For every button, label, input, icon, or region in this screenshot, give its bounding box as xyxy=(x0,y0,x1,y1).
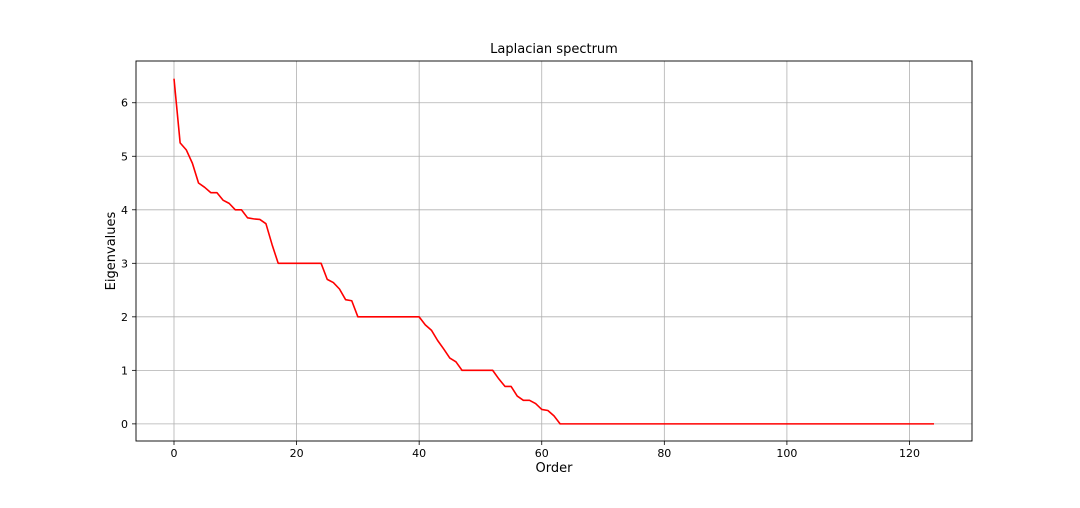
y-tick-label: 5 xyxy=(121,150,128,163)
y-tick-label: 2 xyxy=(121,311,128,324)
grid xyxy=(136,61,972,441)
series-line xyxy=(173,78,934,425)
plot-area-frame xyxy=(135,60,973,442)
x-tick-label: 0 xyxy=(171,447,178,460)
axis-ticks: 0 20 40 60 80 100 120 0 1 2 3 4 5 6 xyxy=(121,97,920,460)
y-axis-label: Eigenvalues xyxy=(104,211,119,290)
y-tick-label: 6 xyxy=(121,97,128,110)
x-tick-label: 40 xyxy=(412,447,426,460)
series-layer xyxy=(173,78,934,425)
chart-title: Laplacian spectrum xyxy=(490,42,618,57)
x-tick-label: 20 xyxy=(290,447,304,460)
y-tick-label: 0 xyxy=(121,418,128,431)
x-tick-label: 80 xyxy=(657,447,671,460)
x-axis-label: Order xyxy=(536,461,574,476)
x-tick-label: 60 xyxy=(535,447,549,460)
x-tick-label: 100 xyxy=(776,447,797,460)
x-tick-label: 120 xyxy=(899,447,920,460)
y-tick-label: 1 xyxy=(121,364,128,377)
y-tick-label: 3 xyxy=(121,257,128,270)
y-tick-label: 4 xyxy=(121,204,128,217)
